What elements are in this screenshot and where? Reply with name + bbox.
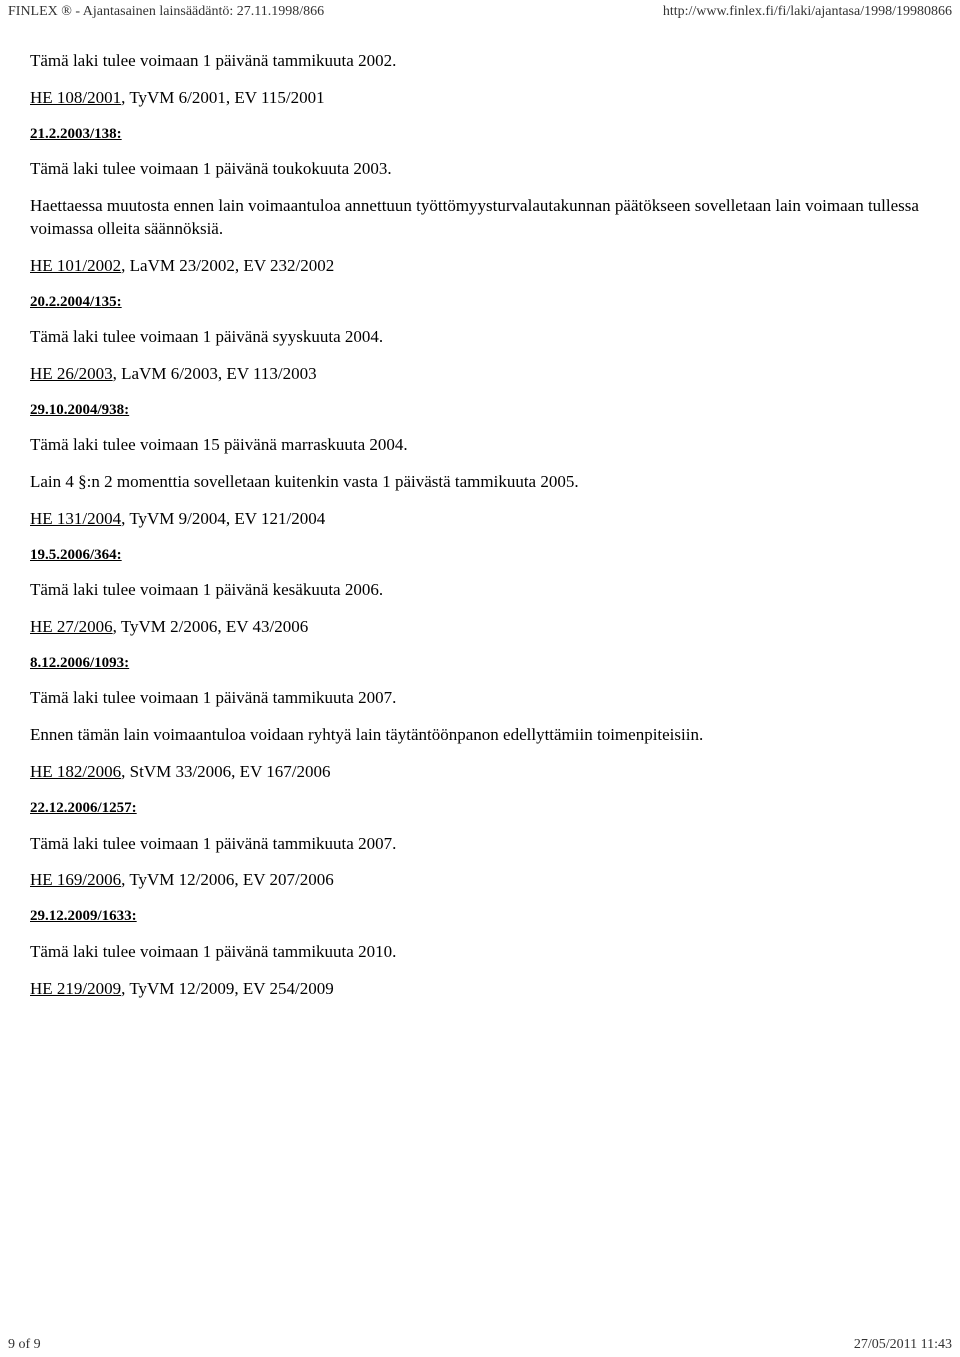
body-paragraph: Lain 4 §:n 2 momenttia sovelletaan kuite…	[30, 471, 930, 494]
he-reference-link[interactable]: HE 101/2002	[30, 256, 121, 275]
header-right: http://www.finlex.fi/fi/laki/ajantasa/19…	[663, 4, 952, 20]
body-paragraph: Ennen tämän lain voimaantuloa voidaan ry…	[30, 724, 930, 747]
reference-line: HE 169/2006, TyVM 12/2006, EV 207/2006	[30, 869, 930, 892]
body-paragraph: Tämä laki tulee voimaan 1 päivänä toukok…	[30, 158, 930, 181]
he-reference-link[interactable]: HE 26/2003	[30, 364, 113, 383]
reference-line: HE 27/2006, TyVM 2/2006, EV 43/2006	[30, 616, 930, 639]
header-left: FINLEX ® - Ajantasainen lainsäädäntö: 27…	[8, 4, 324, 20]
body-paragraph: Tämä laki tulee voimaan 1 päivänä tammik…	[30, 833, 930, 856]
body-paragraph: Tämä laki tulee voimaan 1 päivänä tammik…	[30, 50, 930, 73]
body-paragraph: Tämä laki tulee voimaan 15 päivänä marra…	[30, 434, 930, 457]
reference-rest: , StVM 33/2006, EV 167/2006	[121, 762, 330, 781]
body-paragraph: Tämä laki tulee voimaan 1 päivänä syysku…	[30, 326, 930, 349]
reference-line: HE 101/2002, LaVM 23/2002, EV 232/2002	[30, 255, 930, 278]
reference-rest: , TyVM 6/2001, EV 115/2001	[121, 88, 324, 107]
reference-rest: , TyVM 9/2004, EV 121/2004	[121, 509, 325, 528]
reference-rest: , LaVM 23/2002, EV 232/2002	[121, 256, 334, 275]
amendment-heading: 29.10.2004/938:	[30, 400, 930, 420]
reference-rest: , LaVM 6/2003, EV 113/2003	[113, 364, 317, 383]
reference-rest: , TyVM 12/2006, EV 207/2006	[121, 870, 334, 889]
reference-line: HE 219/2009, TyVM 12/2009, EV 254/2009	[30, 978, 930, 1001]
reference-line: HE 182/2006, StVM 33/2006, EV 167/2006	[30, 761, 930, 784]
amendment-heading: 22.12.2006/1257:	[30, 798, 930, 818]
reference-line: HE 26/2003, LaVM 6/2003, EV 113/2003	[30, 363, 930, 386]
body-paragraph: Tämä laki tulee voimaan 1 päivänä tammik…	[30, 687, 930, 710]
page-footer: 9 of 9 27/05/2011 11:43	[0, 1337, 960, 1353]
he-reference-link[interactable]: HE 169/2006	[30, 870, 121, 889]
reference-rest: , TyVM 2/2006, EV 43/2006	[113, 617, 309, 636]
amendment-heading: 29.12.2009/1633:	[30, 906, 930, 926]
amendment-heading: 8.12.2006/1093:	[30, 653, 930, 673]
reference-line: HE 108/2001, TyVM 6/2001, EV 115/2001	[30, 87, 930, 110]
page: FINLEX ® - Ajantasainen lainsäädäntö: 27…	[0, 0, 960, 1357]
he-reference-link[interactable]: HE 219/2009	[30, 979, 121, 998]
he-reference-link[interactable]: HE 108/2001	[30, 88, 121, 107]
amendment-heading: 20.2.2004/135:	[30, 292, 930, 312]
he-reference-link[interactable]: HE 182/2006	[30, 762, 121, 781]
he-reference-link[interactable]: HE 131/2004	[30, 509, 121, 528]
footer-timestamp: 27/05/2011 11:43	[854, 1337, 952, 1353]
document-body: Tämä laki tulee voimaan 1 päivänä tammik…	[0, 20, 960, 1001]
amendment-heading: 21.2.2003/138:	[30, 124, 930, 144]
body-paragraph: Haettaessa muutosta ennen lain voimaantu…	[30, 195, 930, 241]
reference-line: HE 131/2004, TyVM 9/2004, EV 121/2004	[30, 508, 930, 531]
page-header: FINLEX ® - Ajantasainen lainsäädäntö: 27…	[0, 0, 960, 20]
amendment-heading: 19.5.2006/364:	[30, 545, 930, 565]
reference-rest: , TyVM 12/2009, EV 254/2009	[121, 979, 334, 998]
body-paragraph: Tämä laki tulee voimaan 1 päivänä tammik…	[30, 941, 930, 964]
body-paragraph: Tämä laki tulee voimaan 1 päivänä kesäku…	[30, 579, 930, 602]
footer-page-number: 9 of 9	[8, 1337, 41, 1353]
he-reference-link[interactable]: HE 27/2006	[30, 617, 113, 636]
